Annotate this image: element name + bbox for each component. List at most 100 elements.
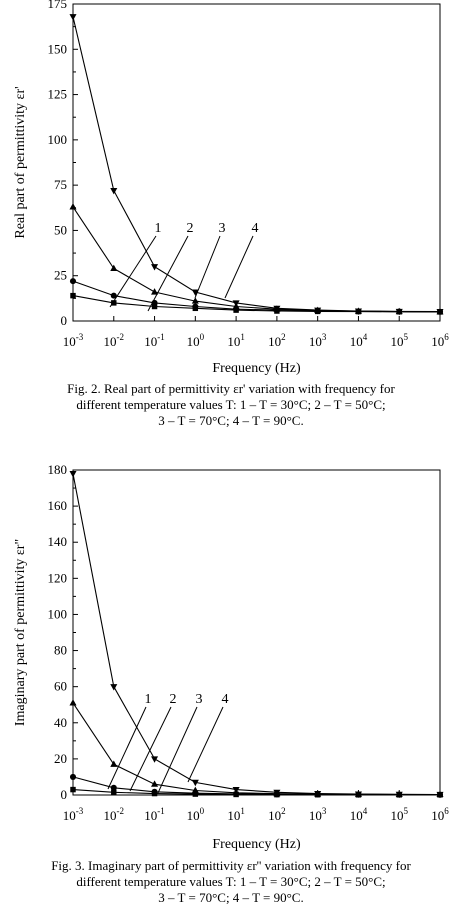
callout-leader: [194, 235, 221, 299]
y-axis-label: Imaginary part of permittivity εr": [13, 539, 28, 726]
callout-label: 1: [155, 221, 162, 236]
series-line: [72, 776, 441, 796]
data-point: [70, 292, 76, 299]
x-tick-label: 104: [350, 806, 368, 823]
y-tick-label: 125: [48, 87, 68, 102]
callout-leader: [129, 706, 172, 792]
callout-label: 3: [219, 221, 226, 236]
x-tick-label: 106: [431, 806, 449, 823]
y-tick-label: 75: [54, 177, 67, 192]
data-point: [273, 305, 281, 313]
data-point: [151, 264, 159, 271]
y-tick-label: 120: [48, 570, 68, 585]
data-point: [110, 784, 117, 791]
figure-2-caption: Fig. 2. Real part of permittivity εr' va…: [0, 381, 462, 429]
caption-line: Fig. 2. Real part of permittivity εr' va…: [67, 381, 395, 396]
data-point: [354, 308, 362, 315]
y-tick-label: 40: [54, 715, 67, 730]
data-point: [110, 292, 117, 299]
x-tick-label: 10-3: [63, 332, 84, 349]
x-tick-label: 103: [309, 332, 327, 349]
caption-line: Fig. 3. Imaginary part of permittivity ε…: [51, 858, 411, 873]
data-point: [151, 780, 159, 787]
callout-leader: [224, 235, 254, 299]
y-tick-label: 25: [54, 268, 67, 283]
x-tick-label: 10-2: [104, 332, 125, 349]
y-tick-label: 20: [54, 751, 67, 766]
x-tick-label: 105: [390, 806, 408, 823]
series-2: [69, 278, 444, 315]
data-point: [436, 309, 444, 316]
data-point: [110, 760, 118, 767]
x-axis-label: Frequency (Hz): [212, 361, 301, 376]
y-tick-label: 0: [61, 787, 68, 802]
series-4: [69, 471, 444, 799]
y-tick-label: 175: [48, 0, 68, 11]
callout-label: 1: [145, 692, 152, 707]
figure-3-caption: Fig. 3. Imaginary part of permittivity ε…: [0, 858, 462, 906]
data-point: [70, 786, 76, 793]
data-point: [151, 788, 158, 795]
callout-leader: [109, 235, 157, 308]
y-tick-label: 50: [54, 222, 67, 237]
data-point: [191, 297, 199, 304]
x-tick-label: 10-1: [144, 806, 165, 823]
x-axis-label: Frequency (Hz): [212, 837, 301, 852]
x-tick-label: 103: [309, 806, 327, 823]
y-tick-label: 160: [48, 498, 68, 513]
callout-leader: [187, 706, 224, 783]
data-point: [69, 203, 77, 210]
callout-label: 2: [187, 221, 194, 236]
x-tick-label: 100: [187, 806, 205, 823]
x-tick-label: 102: [268, 806, 286, 823]
series-line: [72, 16, 441, 313]
y-tick-label: 60: [54, 679, 67, 694]
data-point: [69, 278, 77, 285]
caption-line: 3 – T = 70°C; 4 – T = 90°C.: [158, 890, 304, 905]
data-point: [273, 789, 281, 797]
data-point: [314, 307, 322, 314]
data-point: [192, 303, 199, 310]
data-point: [151, 288, 159, 295]
real-permittivity-chart: 0 25 50 75 100 125 150 175 10-3 10-2 10-1 100 101 102…: [13, 0, 449, 376]
data-point: [69, 471, 77, 478]
y-tick-label: 140: [48, 534, 68, 549]
data-point: [395, 308, 403, 316]
y-tick-label: 80: [54, 643, 67, 658]
series-line: [72, 473, 441, 796]
series-line: [72, 280, 441, 313]
data-point: [151, 756, 159, 763]
data-point: [111, 789, 117, 796]
data-point: [232, 300, 240, 307]
data-point: [69, 14, 77, 21]
x-tick-label: 105: [390, 332, 408, 349]
data-point: [110, 188, 118, 195]
callout-leader: [147, 235, 189, 312]
callout-label: 3: [196, 692, 203, 707]
data-point: [110, 684, 118, 691]
data-point: [191, 786, 199, 794]
data-point: [314, 790, 322, 798]
y-tick-label: 0: [61, 313, 68, 328]
y-tick-label: 100: [48, 606, 68, 621]
x-tick-label: 101: [227, 332, 245, 349]
series-3: [69, 699, 444, 798]
x-tick-label: 102: [268, 332, 286, 349]
data-point: [436, 791, 444, 799]
series-4: [69, 14, 444, 316]
data-point: [354, 791, 362, 798]
x-tick-label: 10-2: [104, 806, 125, 823]
data-point: [69, 773, 77, 780]
plot-frame: [72, 3, 441, 322]
data-point: [110, 264, 118, 272]
data-point: [151, 303, 158, 310]
callout-leader: [107, 706, 147, 790]
x-tick-label: 100: [187, 332, 205, 349]
data-point: [191, 779, 199, 787]
y-tick-label: 100: [48, 132, 68, 147]
data-point: [111, 300, 117, 306]
caption-line: different temperature values T: 1 – T = …: [76, 397, 386, 412]
data-point: [232, 787, 240, 794]
y-tick-label: 150: [48, 41, 68, 56]
